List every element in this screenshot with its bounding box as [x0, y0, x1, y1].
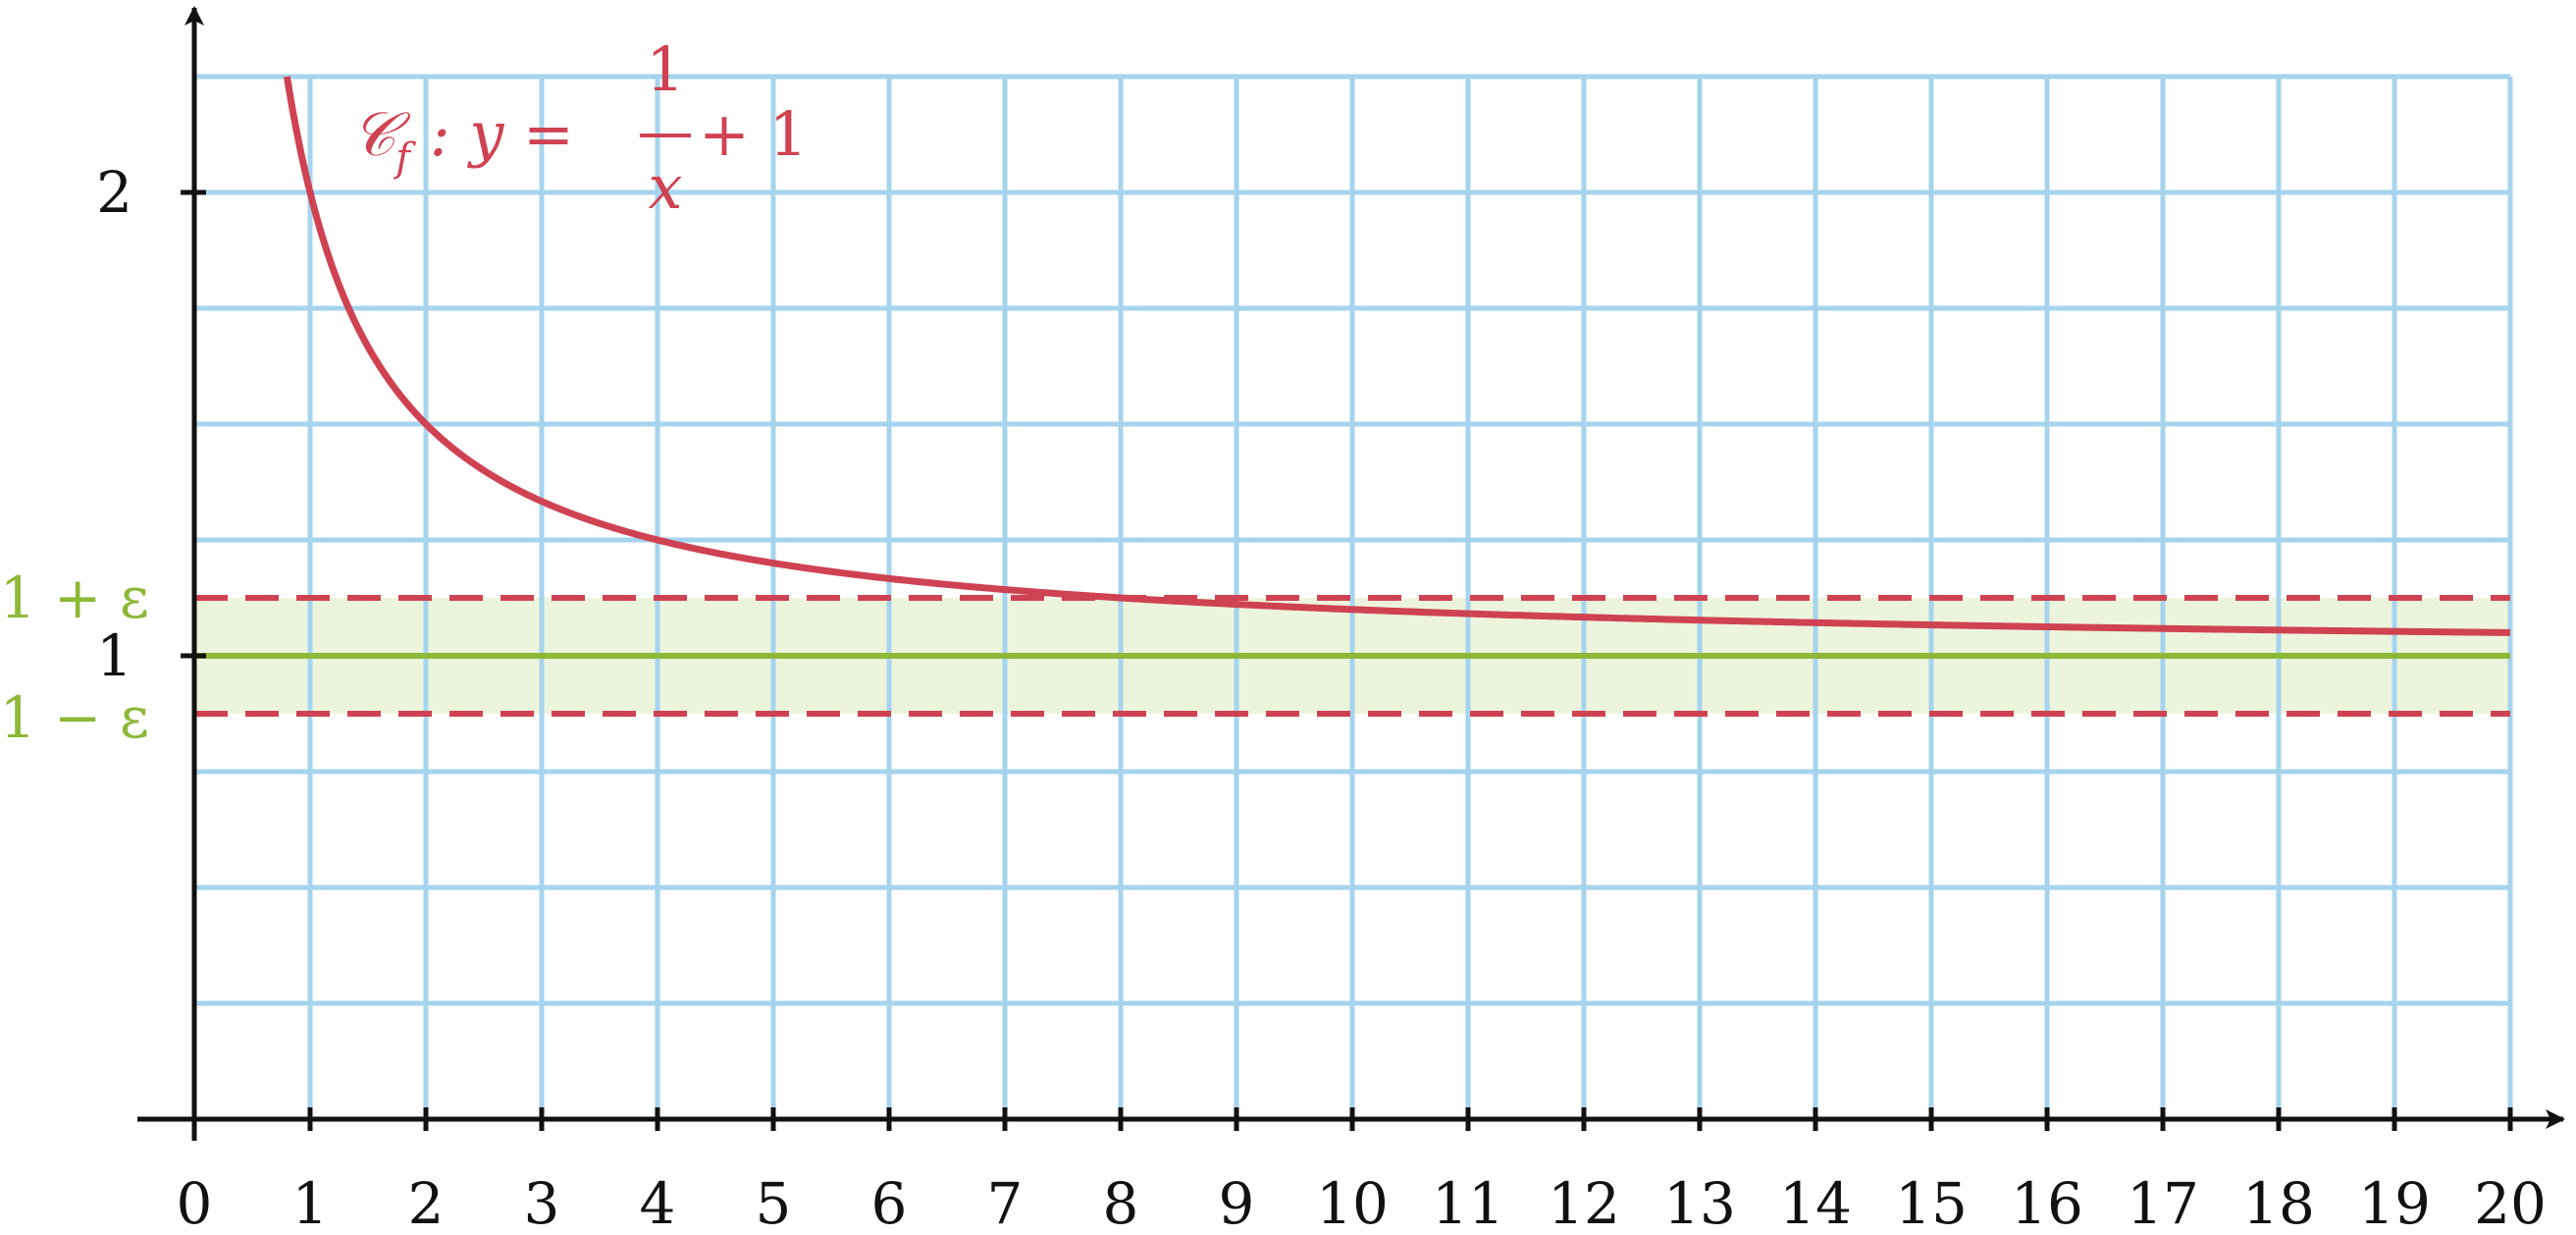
x-tick-label: 10	[1316, 1170, 1389, 1235]
x-tick-label: 13	[1663, 1170, 1736, 1235]
curve-label-num: 1	[646, 33, 684, 105]
x-tick-label: 3	[524, 1170, 560, 1235]
y-tick-label: 1	[96, 622, 132, 689]
x-tick-label: 7	[987, 1170, 1024, 1235]
curve-f	[283, 76, 2511, 636]
x-tick-label: 12	[1548, 1170, 1620, 1235]
x-ticks: 0 1 2 3 4 5 6 7 8 9 10 11 12 13 14 15 16 17 18 19 20	[177, 1107, 2547, 1235]
x-tick-label: 1	[292, 1170, 329, 1235]
svg-text:𝒞f : y =: 𝒞f : y =	[351, 98, 574, 181]
y-tick-label: 2	[96, 159, 132, 226]
curve-label: 𝒞f : y = 1 x + 1	[351, 33, 808, 223]
x-tick-label: 9	[1219, 1170, 1255, 1235]
upper-epsilon-label: 1 + ε	[0, 564, 149, 631]
x-tick-label: 19	[2358, 1170, 2431, 1235]
x-tick-label: 6	[871, 1170, 908, 1235]
x-tick-label: 14	[1779, 1170, 1852, 1235]
x-tick-label: 0	[177, 1170, 213, 1235]
x-tick-label: 17	[2127, 1170, 2199, 1235]
curve-label-den: x	[649, 151, 683, 223]
x-tick-label: 16	[2011, 1170, 2083, 1235]
x-tick-label: 2	[408, 1170, 445, 1235]
curve-label-mid: : y =	[410, 98, 574, 170]
grid	[194, 74, 2513, 1119]
x-tick-label: 15	[1895, 1170, 1968, 1235]
x-tick-label: 18	[2242, 1170, 2315, 1235]
x-tick-label: 11	[1432, 1170, 1504, 1235]
x-tick-label: 8	[1103, 1170, 1139, 1235]
lower-epsilon-label: 1 − ε	[0, 684, 149, 751]
y-ticks: 12	[96, 159, 206, 689]
x-tick-label: 5	[756, 1170, 792, 1235]
x-tick-label: 4	[640, 1170, 676, 1235]
curve-label-suffix: + 1	[699, 98, 808, 170]
x-tick-label: 20	[2474, 1170, 2547, 1235]
